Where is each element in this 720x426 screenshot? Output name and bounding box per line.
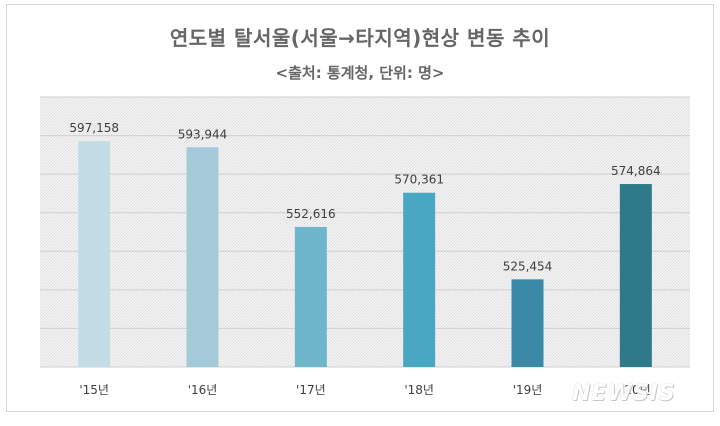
bars — [78, 141, 652, 367]
value-label: 593,944 — [178, 127, 228, 141]
plot-area — [40, 97, 690, 367]
bar — [511, 279, 544, 367]
newsis-watermark-logo: NEWSIS — [572, 381, 676, 406]
category-label: '20년 — [621, 383, 651, 397]
chart-title: 연도별 탈서울(서울→타지역)현상 변동 추이 — [169, 26, 551, 50]
value-label: 525,454 — [503, 259, 553, 273]
bar — [78, 141, 111, 367]
category-label: '18년 — [404, 383, 434, 397]
gridlines — [40, 96, 690, 368]
category-label: '19년 — [513, 383, 543, 397]
value-label: 552,616 — [286, 207, 336, 221]
value-label: 570,361 — [394, 173, 444, 187]
bar — [403, 192, 436, 367]
category-labels: '15년 '16년 '17년 '18년 '19년 '20년 — [79, 383, 650, 397]
value-label: 574,864 — [611, 164, 661, 178]
category-label: '15년 — [79, 383, 109, 397]
value-labels: 597,158 593,944 552,616 570,361 525,454 574,8… — [69, 121, 660, 273]
value-label: 597,158 — [69, 121, 119, 135]
chart-subtitle: <출처: 통계청, 단위: 명> — [275, 64, 445, 82]
category-label: '17년 — [296, 383, 326, 397]
bar — [294, 226, 327, 367]
bar — [619, 184, 652, 367]
bar — [186, 147, 219, 367]
category-label: '16년 — [188, 383, 218, 397]
